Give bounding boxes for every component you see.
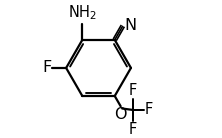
Text: NH$_2$: NH$_2$ <box>68 4 97 22</box>
Text: O: O <box>114 107 127 122</box>
Text: F: F <box>145 103 153 117</box>
Text: F: F <box>42 60 52 75</box>
Text: F: F <box>129 83 137 98</box>
Text: N: N <box>124 18 137 33</box>
Text: F: F <box>129 122 137 137</box>
